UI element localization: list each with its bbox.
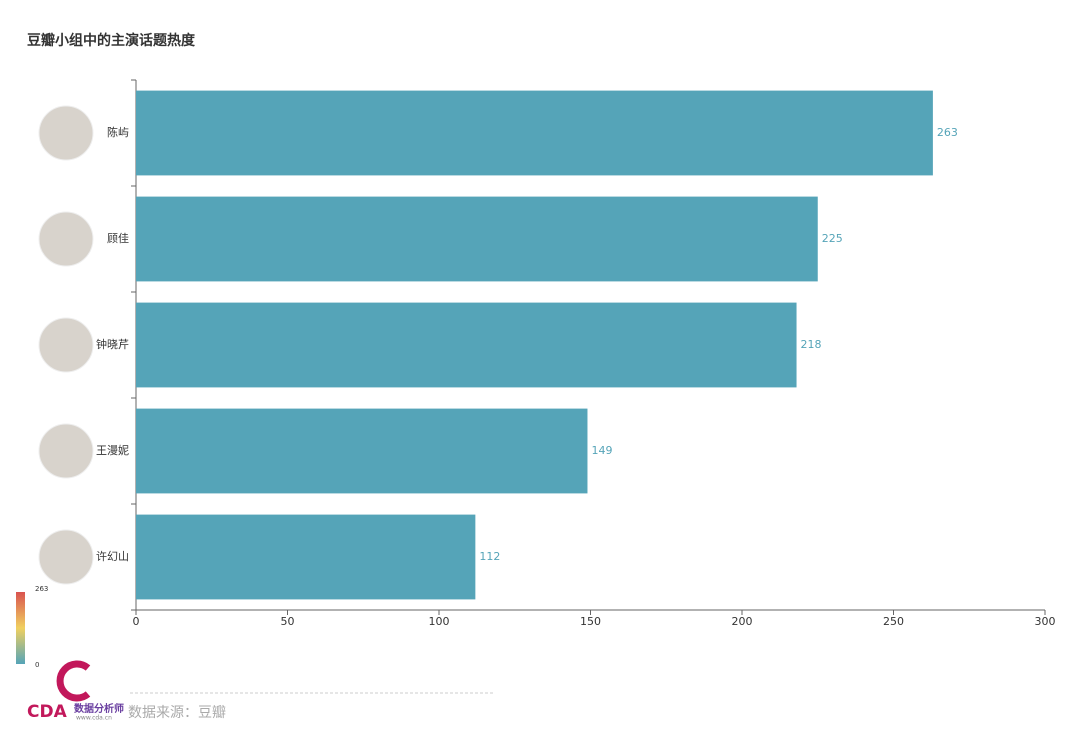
avatar <box>38 317 94 373</box>
x-tick-label: 250 <box>883 615 904 628</box>
avatar <box>38 423 94 479</box>
y-tick-label: 许幻山 <box>96 550 129 563</box>
source: 数据来源：豆瓣 <box>128 705 226 721</box>
value-label: 225 <box>822 232 843 245</box>
logo-url: www.cda.cn <box>76 715 112 722</box>
x-tick-label: 0 <box>133 615 140 628</box>
value-label: 112 <box>479 550 500 563</box>
y-tick-label: 钟晓芹 <box>96 337 129 351</box>
y-tick-label: 陈屿 <box>107 125 129 139</box>
x-tick-label: 100 <box>429 615 450 628</box>
value-label: 263 <box>937 126 958 139</box>
bar <box>136 408 588 494</box>
x-tick-label: 200 <box>732 615 753 628</box>
y-tick-label: 顾佳 <box>107 231 129 245</box>
avatar <box>38 211 94 267</box>
value-label: 149 <box>591 444 612 457</box>
bar <box>136 302 797 388</box>
bar <box>136 196 818 282</box>
value-label: 218 <box>801 338 822 351</box>
visual-map-max: 263 <box>35 585 48 593</box>
avatar <box>38 105 94 161</box>
x-tick-label: 150 <box>580 615 601 628</box>
bar <box>136 90 933 176</box>
avatar <box>38 529 94 585</box>
x-tick-label: 50 <box>281 615 295 628</box>
x-tick-label: 300 <box>1035 615 1056 628</box>
logo-subtitle: 数据分析师 <box>74 702 124 715</box>
chart-title: 豆瓣小组中的主演话题热度 <box>27 32 196 49</box>
bar <box>136 514 476 600</box>
logo-text: CDA <box>27 702 68 722</box>
y-tick-label: 王漫妮 <box>96 443 129 457</box>
visual-map-min: 0 <box>35 661 39 669</box>
logo-mark <box>56 660 91 702</box>
visual-map-bar <box>16 592 25 664</box>
